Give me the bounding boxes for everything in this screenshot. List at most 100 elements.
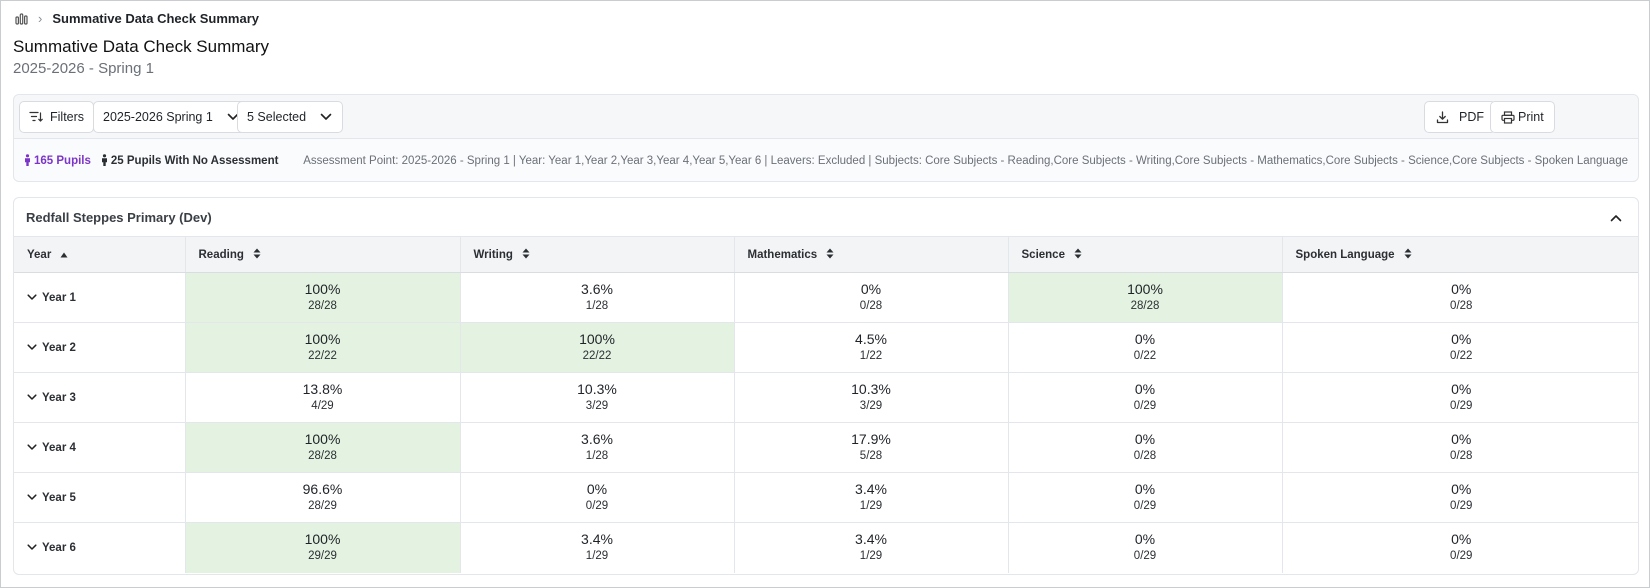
result-cell-spoken-language: 0% 0/28	[1282, 272, 1638, 323]
result-cell-science: 0% 0/29	[1008, 472, 1283, 523]
term-select-value: 2025-2026 Spring 1	[103, 110, 213, 124]
sort-icon[interactable]	[522, 248, 530, 262]
pdf-button[interactable]: PDF	[1424, 101, 1496, 133]
pupil-fraction: 0/28	[1133, 450, 1157, 462]
percentage: 13.8%	[302, 381, 343, 397]
no-assessment-count: 25 Pupils With No Assessment	[101, 153, 279, 169]
pupil-fraction: 0/29	[1450, 500, 1473, 512]
chevron-down-icon[interactable]	[27, 392, 37, 404]
column-header-spoken-language[interactable]: Spoken Language	[1282, 236, 1638, 273]
chevron-down-icon[interactable]	[27, 492, 37, 504]
result-cell-science: 0% 0/22	[1008, 322, 1283, 373]
sort-icon[interactable]	[826, 248, 834, 262]
chevron-down-icon[interactable]	[27, 442, 37, 454]
pupil-fraction: 22/22	[308, 350, 337, 362]
table-row: Year 1 100% 28/28 3.6% 1/28 0% 0/28 100% 28/28 0%…	[14, 272, 1638, 323]
column-header-inner: Year	[27, 249, 68, 261]
result-cell-spoken-language: 0% 0/29	[1282, 472, 1638, 523]
page-subtitle: 2025-2026 - Spring 1	[13, 60, 154, 77]
subjects-select[interactable]: 5 Selected	[237, 101, 344, 133]
column-header-mathematics[interactable]: Mathematics	[734, 236, 1009, 273]
result-cell-writing: 3.6% 1/28	[460, 422, 735, 473]
sort-icon[interactable]	[1074, 248, 1082, 262]
breadcrumb: › Summative Data Check Summary	[15, 9, 259, 27]
bar-chart-icon[interactable]	[15, 12, 28, 25]
result-cell-reading: 100% 28/28	[185, 422, 461, 473]
percentage: 0%	[1451, 431, 1472, 447]
column-header-inner: Science	[1022, 248, 1082, 262]
percentage: 3.4%	[581, 531, 613, 548]
year-cell[interactable]: Year 4	[14, 422, 186, 473]
year-toggle[interactable]: Year 5	[27, 492, 76, 504]
year-toggle[interactable]: Year 4	[27, 442, 76, 454]
no-assessment-label: 25 Pupils With No Assessment	[110, 155, 279, 167]
result-cell-spoken-language: 0% 0/29	[1282, 523, 1638, 573]
print-button[interactable]: Print	[1490, 101, 1555, 133]
year-cell[interactable]: Year 6	[14, 522, 186, 573]
percentage: 3.4%	[855, 531, 887, 548]
pupil-fraction: 28/29	[308, 500, 337, 512]
pupil-fraction: 1/29	[859, 550, 883, 563]
result-cell-writing: 0% 0/29	[460, 472, 735, 523]
percentage: 0%	[586, 481, 608, 497]
year-toggle[interactable]: Year 3	[27, 392, 76, 404]
result-cell-writing: 100% 22/22	[460, 322, 735, 373]
column-header-science[interactable]: Science	[1008, 236, 1283, 273]
page-title: Summative Data Check Summary	[13, 37, 270, 56]
percentage: 0%	[1134, 331, 1156, 347]
pupil-fraction: 3/29	[859, 400, 883, 412]
year-toggle[interactable]: Year 6	[27, 542, 76, 554]
percentage: 0%	[860, 281, 882, 297]
pupil-fraction: 28/28	[308, 450, 337, 462]
term-select[interactable]: 2025-2026 Spring 1	[93, 101, 250, 133]
pupil-count-label: 165 Pupils	[34, 155, 91, 167]
result-cell-spoken-language: 0% 0/29	[1282, 372, 1638, 423]
year-cell[interactable]: Year 1	[14, 272, 186, 323]
year-toggle[interactable]: Year 2	[27, 342, 76, 354]
filter-panel: Filters 2025-2026 Spring 1 5 Selected PD…	[13, 94, 1639, 182]
pupil-fraction: 0/29	[1133, 400, 1157, 412]
column-header-inner: Writing	[474, 248, 530, 262]
sort-icon[interactable]	[1404, 248, 1412, 262]
print-label: Print	[1518, 110, 1544, 124]
column-header-label: Mathematics	[747, 248, 818, 261]
table-row: Year 3 13.8% 4/29 10.3% 3/29 10.3% 3/29 0% 0/29 0…	[14, 372, 1638, 423]
pupil-fraction: 0/29	[585, 500, 609, 512]
sort-ascending-icon[interactable]	[60, 249, 68, 261]
percentage: 0%	[1134, 431, 1156, 447]
result-cell-science: 100% 28/28	[1008, 272, 1283, 323]
percentage: 17.9%	[851, 431, 891, 447]
chevron-down-icon[interactable]	[27, 342, 37, 354]
result-cell-writing: 10.3% 3/29	[460, 372, 735, 423]
column-header-writing[interactable]: Writing	[460, 236, 735, 273]
year-cell[interactable]: Year 3	[14, 372, 186, 423]
percentage: 100%	[579, 331, 615, 347]
pupil-fraction: 1/22	[859, 350, 883, 362]
pupil-fraction: 0/22	[1133, 350, 1157, 362]
pupil-fraction: 1/28	[585, 450, 609, 462]
column-header-year[interactable]: Year	[14, 236, 186, 273]
result-cell-writing: 3.4% 1/29	[460, 522, 735, 573]
year-label: Year 5	[42, 491, 76, 504]
result-cell-spoken-language: 0% 0/22	[1282, 322, 1638, 373]
chevron-down-icon[interactable]	[27, 292, 37, 304]
percentage: 10.3%	[577, 381, 617, 397]
year-toggle[interactable]: Year 1	[27, 292, 76, 304]
pupil-fraction: 1/28	[585, 300, 609, 312]
year-cell[interactable]: Year 2	[14, 322, 186, 373]
percentage: 0%	[1451, 381, 1472, 397]
filters-button[interactable]: Filters	[19, 101, 95, 133]
collapse-button[interactable]	[1606, 207, 1626, 227]
chevron-down-icon[interactable]	[27, 542, 37, 554]
pupil-fraction: 4/29	[311, 400, 334, 412]
result-cell-mathematics: 10.3% 3/29	[734, 372, 1009, 423]
table-row: Year 5 96.6% 28/29 0% 0/29 3.4% 1/29 0% 0/29 0% 0/…	[14, 472, 1638, 523]
pupil-fraction: 3/29	[585, 400, 609, 412]
year-cell[interactable]: Year 5	[14, 472, 186, 523]
column-header-reading[interactable]: Reading	[185, 236, 461, 273]
sort-icon[interactable]	[253, 248, 261, 262]
percentage: 4.5%	[855, 331, 887, 347]
breadcrumb-current: Summative Data Check Summary	[52, 10, 259, 26]
pupil-fraction: 0/28	[1450, 450, 1473, 462]
result-cell-mathematics: 3.4% 1/29	[734, 472, 1009, 523]
